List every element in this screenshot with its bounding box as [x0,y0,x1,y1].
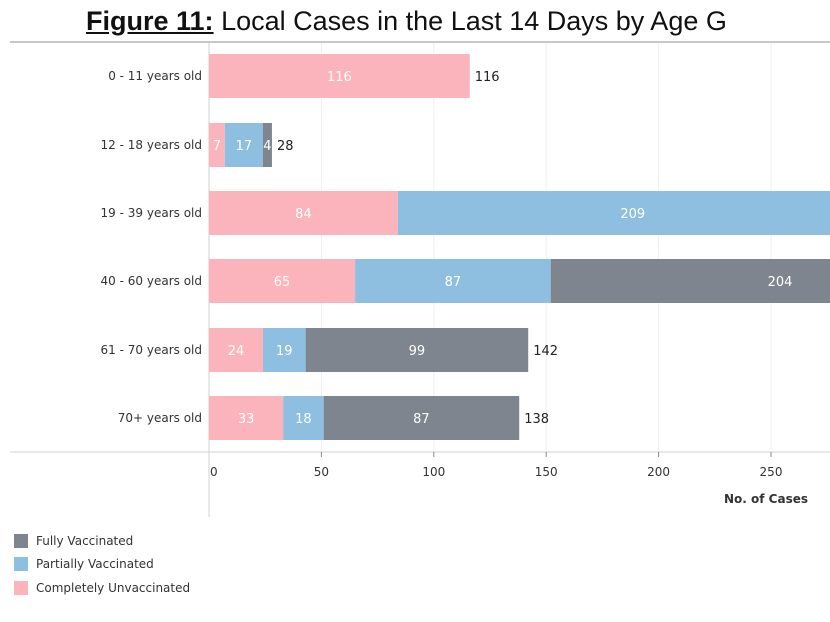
bar-segment [323,396,520,440]
data-label: 4 [263,139,271,154]
category-label: 0 - 11 years old [108,69,202,83]
bar-segment [209,396,284,440]
x-tick-label: 0 [210,465,218,479]
legend-label: Partially Vaccinated [36,557,154,571]
category-label: 12 - 18 years old [101,138,202,152]
x-tick-label: 50 [314,465,329,479]
total-label: 142 [533,344,558,359]
bar-segment [355,259,551,303]
category-label: 19 - 39 years old [101,206,202,220]
legend-label: Completely Unvaccinated [36,581,191,595]
x-tick-label: 200 [647,465,670,479]
bar-segment [305,328,529,372]
total-label: 116 [475,70,500,85]
bar-segment [209,54,470,98]
data-label: 24 [228,344,245,359]
bar-segment [397,191,830,235]
bar-segment [209,191,398,235]
x-tick-label: 250 [760,465,783,479]
data-label: 33 [238,412,255,427]
bar-segment [209,123,225,167]
bar-segment [224,123,263,167]
title-text: Local Cases in the Last 14 Days by Age G [221,6,727,36]
x-tick-label: 100 [422,465,445,479]
legend-swatch [14,534,28,548]
chart-title: Figure 11: Local Cases in the Last 14 Da… [86,6,727,37]
data-label: 7 [213,139,221,154]
data-label: 209 [620,207,645,222]
bar-segment [283,396,324,440]
legend-item-fully: Fully Vaccinated [14,534,133,548]
data-label: 87 [445,275,462,290]
data-label: 19 [276,344,293,359]
x-axis-label: No. of Cases [724,492,808,506]
legend-label: Fully Vaccinated [36,534,134,548]
figure-number: Figure 11: [86,6,214,36]
legend-swatch [14,557,28,571]
category-label: 61 - 70 years old [101,343,202,357]
legend-item-partially: Partially Vaccinated [14,557,154,571]
data-label: 84 [295,207,312,222]
data-label: 17 [236,139,253,154]
x-tick-label: 150 [535,465,558,479]
bar-segment [209,259,356,303]
total-label: 138 [524,412,549,427]
total-label: 28 [277,139,294,154]
data-label: 18 [295,412,312,427]
legend-item-unvaccinated: Completely Unvaccinated [14,581,190,595]
bar-segment [550,259,830,303]
bar-segment [262,328,306,372]
legend-swatch [14,581,28,595]
data-label: 116 [327,70,352,85]
bar-segment [262,123,272,167]
data-label: 99 [409,344,426,359]
category-label: 40 - 60 years old [101,274,202,288]
category-label: 70+ years old [118,411,202,425]
data-label: 204 [768,275,793,290]
bar-segment [209,328,263,372]
data-label: 87 [413,412,430,427]
data-label: 65 [274,275,291,290]
